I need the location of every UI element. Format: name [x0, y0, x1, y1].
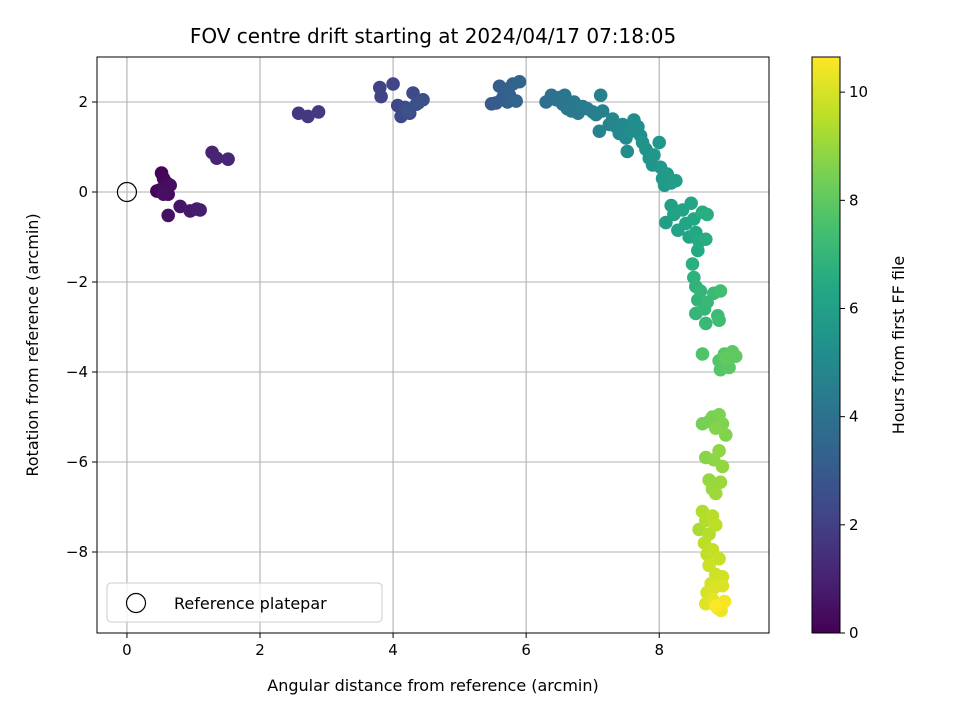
- data-point: [708, 518, 723, 532]
- colorbar-gradient: [812, 57, 840, 633]
- data-point: [718, 351, 733, 366]
- data-point: [193, 203, 207, 217]
- data-point: [700, 207, 714, 222]
- y-tick-label: 2: [78, 93, 88, 111]
- data-point: [301, 109, 315, 124]
- data-point: [715, 578, 730, 593]
- data-point: [712, 443, 726, 458]
- data-point: [221, 152, 235, 166]
- data-point: [708, 486, 723, 501]
- data-point: [374, 89, 388, 104]
- colorbar-tick-label: 6: [849, 299, 859, 317]
- x-tick-label: 0: [122, 641, 132, 659]
- colorbar-title: Hours from first FF file: [889, 256, 908, 435]
- data-point: [713, 475, 728, 490]
- data-point: [161, 208, 175, 223]
- data-point: [712, 313, 726, 328]
- y-axis-title: Rotation from reference (arcmin): [23, 213, 42, 476]
- data-point: [647, 148, 661, 162]
- data-point: [593, 88, 608, 103]
- colorbar-tick-label: 0: [849, 624, 859, 642]
- data-point: [209, 151, 224, 166]
- data-point: [652, 135, 667, 150]
- y-tick-label: −8: [66, 543, 88, 561]
- colorbar-frame: [811, 56, 841, 634]
- data-point: [509, 94, 523, 108]
- data-point: [708, 599, 723, 613]
- x-tick-label: 6: [521, 641, 531, 659]
- data-point: [411, 96, 426, 110]
- chart-title: FOV centre drift starting at 2024/04/17 …: [190, 24, 676, 48]
- data-point: [712, 551, 726, 566]
- colorbar-ticks: 0 2 4 6 8 10: [840, 83, 868, 642]
- data-point: [156, 187, 171, 202]
- data-point: [512, 74, 527, 89]
- x-axis-title: Angular distance from reference (arcmin): [267, 676, 598, 695]
- grid: [97, 57, 769, 633]
- data-point: [595, 104, 610, 118]
- legend-label: Reference platepar: [174, 594, 327, 613]
- data-point: [400, 104, 415, 118]
- colorbar-tick-label: 2: [849, 516, 859, 534]
- y-tick-label: −4: [66, 363, 88, 381]
- data-points: [150, 74, 743, 618]
- y-tick-label: −6: [66, 453, 88, 471]
- colorbar-tick-label: 10: [849, 83, 868, 101]
- x-tick-label: 8: [654, 641, 664, 659]
- y-axis-ticks: 2 0 −2 −4 −6 −8: [66, 93, 97, 561]
- data-point: [695, 347, 710, 361]
- legend: Reference platepar: [106, 582, 383, 623]
- data-point: [592, 124, 607, 139]
- data-point: [684, 196, 698, 211]
- data-point: [715, 459, 730, 474]
- data-point: [713, 284, 728, 298]
- x-tick-label: 4: [388, 641, 398, 659]
- data-point: [386, 77, 400, 91]
- y-tick-label: −2: [66, 273, 88, 291]
- data-point: [718, 428, 733, 442]
- data-point: [669, 173, 683, 188]
- plot-frame: [96, 56, 770, 634]
- reference-marker: [116, 181, 138, 203]
- data-point: [620, 144, 635, 159]
- data-point: [698, 316, 713, 331]
- colorbar: 0 2 4 6 8 10 Hours from first FF file: [811, 56, 908, 642]
- data-point: [685, 257, 700, 271]
- data-point: [693, 284, 708, 298]
- x-axis-ticks: 0 2 4 6 8: [122, 633, 664, 659]
- data-point: [311, 105, 326, 119]
- reference-marker-group: [116, 181, 138, 203]
- colorbar-tick-label: 8: [849, 191, 859, 209]
- y-tick-label: 0: [78, 183, 88, 201]
- data-point: [698, 232, 713, 247]
- data-point: [708, 421, 723, 436]
- legend-box: [106, 582, 383, 623]
- x-tick-label: 2: [255, 641, 265, 659]
- colorbar-tick-label: 4: [849, 408, 859, 426]
- legend-marker: [125, 592, 147, 614]
